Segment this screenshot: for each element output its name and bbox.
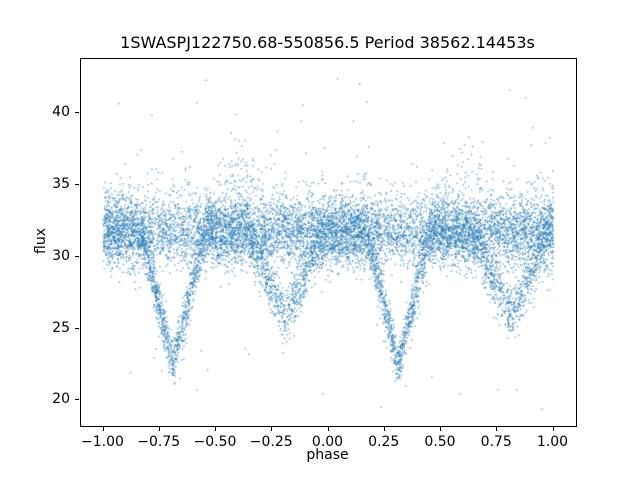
chart-title: 1SWASPJ122750.68-550856.5 Period 38562.1… [120,33,535,52]
x-tick-mark [158,427,160,431]
x-tick-mark [496,427,498,431]
x-tick-mark [440,427,441,431]
x-tick-label: 0.50 [424,434,456,450]
y-tick-label: 30 [52,247,70,264]
y-axis-label: flux [33,228,49,254]
x-tick-label: 0.75 [480,434,512,450]
x-tick-mark [327,427,329,431]
x-tick-label: 0.00 [311,434,344,450]
y-tick-label: 40 [52,104,70,121]
x-axis-label: phase [306,447,349,463]
x-tick-label: 1.00 [536,434,569,450]
x-tick-label: 0.25 [368,434,400,450]
x-tick-mark [383,427,385,431]
y-tick-mark [75,255,79,257]
x-tick-mark [552,427,554,431]
y-tick-mark [75,184,79,186]
y-tick-mark [75,112,79,114]
y-tick-mark [75,327,79,329]
y-tick-mark [75,399,79,401]
x-tick-mark [215,427,216,431]
x-tick-label: −0.75 [137,434,181,450]
y-tick-label: 35 [52,176,70,193]
x-tick-label: −0.50 [193,434,237,450]
x-tick-mark [102,427,104,431]
x-tick-mark [271,427,273,431]
axes [80,58,577,427]
x-tick-label: −1.00 [81,434,124,450]
y-tick-label: 25 [52,319,70,336]
y-tick-label: 20 [52,391,70,408]
scatter-points-canvas [81,59,576,426]
x-tick-label: −0.25 [249,434,293,450]
